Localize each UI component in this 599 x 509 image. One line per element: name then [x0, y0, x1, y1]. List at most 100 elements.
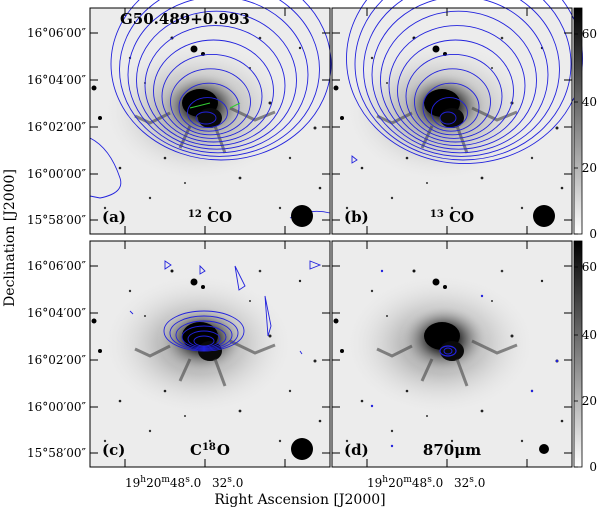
contour-group: [129, 260, 322, 355]
contour-line: [193, 335, 215, 347]
x-axis-label: Right Ascension [J2000]: [214, 492, 385, 508]
contour-line: [119, 0, 320, 157]
contour-line: [443, 347, 453, 355]
contour-group: [89, 0, 332, 219]
dec-tick-label: 16°00′00″: [27, 167, 87, 181]
contour-line: [129, 310, 134, 315]
ra-tick-label: 19h20m48s.0: [125, 475, 201, 490]
contour-line: [170, 68, 251, 136]
contour-spot: [480, 294, 484, 298]
colorbar-gradient: [573, 240, 583, 468]
colorbar: 60 40 20 0: [573, 7, 597, 241]
panel-frame: [89, 7, 331, 235]
colorbar-tick-label: 0: [589, 460, 597, 474]
contour-line: [439, 345, 457, 357]
panel-a: (a) 12 CO G50.489+0.993: [89, 0, 332, 235]
tracer-label: C18O: [190, 441, 230, 459]
panel-frame: [331, 240, 573, 468]
panel-d: (d) 870μm: [331, 240, 573, 468]
colorbar: 60 40 20 0: [573, 240, 597, 474]
image-field: [332, 8, 572, 234]
contour-line: [351, 155, 358, 164]
colorbar-tick-label: 20: [582, 161, 597, 175]
contour-spot: [390, 444, 394, 448]
contour-line: [354, 0, 572, 161]
dec-tick-label: 15°58′00″: [27, 446, 87, 460]
contour-line: [178, 82, 240, 132]
beam-icon: [533, 205, 555, 227]
panel-frame: [89, 240, 331, 468]
colorbar-tick-label: 40: [582, 328, 597, 342]
tracer-label: 12 CO: [188, 208, 232, 226]
y-axis-label: Declination [J2000]: [2, 169, 18, 307]
tracer-label: 870μm: [423, 441, 481, 459]
colorbar-gradient: [573, 7, 583, 235]
ra-tick-label: 32s.0: [454, 475, 485, 490]
ra-tick-label: 19h20m48s.0: [367, 475, 443, 490]
dec-tick-label: 16°06′00″: [27, 259, 87, 273]
contour-line: [234, 265, 246, 291]
colorbar-tick-label: 60: [582, 260, 597, 274]
source-name: G50.489+0.993: [120, 10, 250, 28]
contour-line: [187, 97, 228, 129]
contour-line: [181, 325, 227, 349]
tracer-label: 13 CO: [430, 208, 474, 226]
image-field: [90, 8, 330, 234]
contour-line: [346, 0, 583, 165]
contour-line: [264, 295, 272, 337]
dec-tick-label: 15°58′00″: [27, 213, 87, 227]
contour-line: [169, 315, 239, 351]
beam-icon: [291, 438, 313, 460]
panel-b: (b) 13 CO: [331, 0, 583, 235]
outflow-marker: [189, 102, 241, 109]
image-field: [90, 241, 330, 467]
image-field: [332, 241, 572, 467]
contour-spot: [370, 404, 374, 408]
contour-line: [422, 82, 480, 132]
colorbar-tick-label: 60: [582, 27, 597, 41]
contour-line: [397, 39, 514, 143]
dec-tick-label: 16°02′00″: [27, 120, 87, 134]
contour-line: [144, 25, 286, 147]
contour-line: [187, 330, 221, 348]
contour-line: [89, 137, 122, 199]
contour-line: [388, 25, 526, 147]
contour-line: [371, 0, 549, 154]
ra-tick-label: 32s.0: [212, 475, 243, 490]
contour-spot: [380, 269, 384, 273]
dec-tick-label: 16°02′00″: [27, 353, 87, 367]
dec-tick-label: 16°00′00″: [27, 400, 87, 414]
contour-line: [309, 260, 322, 270]
contour-line: [175, 320, 233, 350]
contour-line: [136, 10, 297, 150]
dec-tick-label: 16°04′00″: [27, 306, 87, 320]
contour-line: [299, 350, 303, 355]
panel-frame: [331, 7, 573, 235]
contour-line: [380, 10, 537, 150]
contour-group: [370, 269, 559, 448]
panel-tag: (a): [102, 208, 126, 226]
dec-tick-label: 16°06′00″: [27, 26, 87, 40]
colorbar-tick-label: 20: [582, 394, 597, 408]
contour-line: [127, 0, 309, 154]
contour-line: [195, 111, 217, 125]
colorbar-tick-label: 0: [589, 227, 597, 241]
contour-line: [414, 68, 491, 136]
contour-line: [153, 39, 274, 143]
contour-line: [163, 310, 245, 352]
dec-tick-label: 16°04′00″: [27, 73, 87, 87]
contour-line: [431, 97, 468, 129]
contour-spot: [555, 359, 559, 363]
contour-line: [161, 53, 263, 139]
contour-group: [346, 0, 583, 165]
contour-line: [363, 0, 560, 157]
panel-tag: (d): [344, 441, 369, 459]
beam-icon: [291, 205, 313, 227]
colorbar-tick-label: 40: [582, 95, 597, 109]
panel-c: (c) C18O: [89, 240, 331, 468]
contour-line: [164, 260, 172, 270]
contour-line: [439, 111, 457, 125]
contour-line: [110, 0, 332, 161]
contour-spot: [530, 389, 534, 393]
